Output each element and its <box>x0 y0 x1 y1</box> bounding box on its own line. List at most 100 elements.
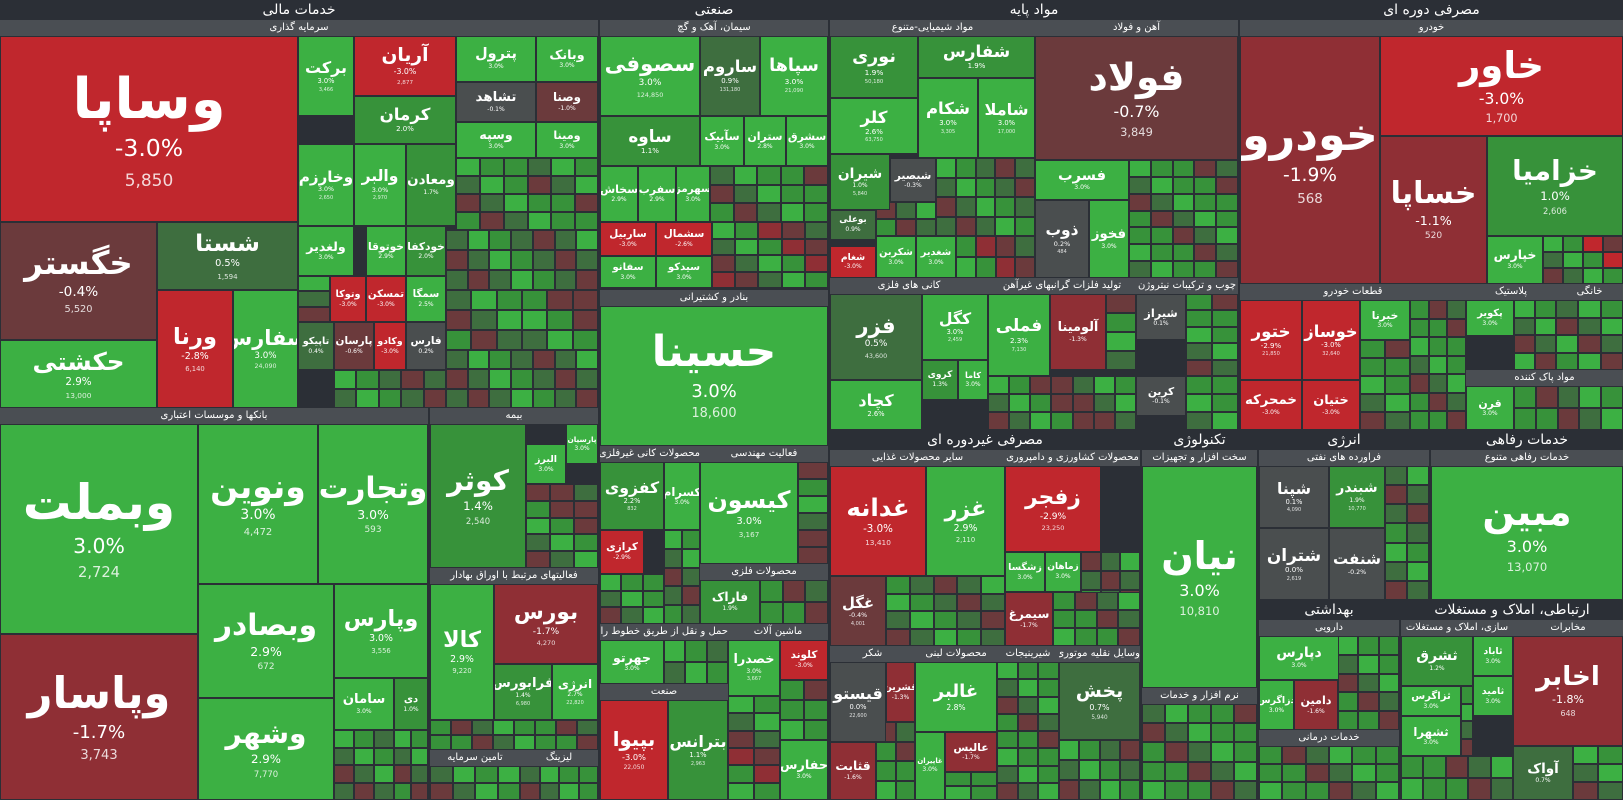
stock-tile-small[interactable] <box>1428 355 1448 375</box>
stock-tile-small[interactable] <box>664 662 686 684</box>
stock-tile[interactable]: ختور -2.9% 21,850 <box>1240 300 1302 380</box>
stock-tile-small[interactable] <box>798 547 828 564</box>
stock-tile-small[interactable] <box>456 194 480 212</box>
stock-tile-small[interactable] <box>1563 268 1583 284</box>
stock-tile-small[interactable] <box>1129 176 1151 194</box>
stock-tile-small[interactable] <box>1194 160 1217 177</box>
stock-tile-small[interactable] <box>504 212 528 230</box>
stock-tile-small[interactable] <box>574 551 598 568</box>
stock-tile[interactable]: حسینا 3.0% 18,600 <box>600 306 828 446</box>
stock-tile-small[interactable] <box>1212 394 1238 412</box>
stock-tile-small[interactable] <box>374 765 394 783</box>
stock-tile-small[interactable] <box>1142 704 1165 724</box>
stock-tile-small[interactable] <box>798 530 828 547</box>
stock-tile-small[interactable] <box>1234 780 1257 800</box>
stock-tile-small[interactable] <box>781 222 805 239</box>
stock-tile-small[interactable] <box>511 250 533 270</box>
stock-tile-small[interactable] <box>1118 628 1140 646</box>
stock-tile-small[interactable] <box>574 534 598 552</box>
stock-tile-small[interactable] <box>1038 696 1059 714</box>
stock-tile[interactable]: حکشتی 2.9% 13,000 <box>0 340 157 408</box>
stock-tile-small[interactable] <box>394 765 411 783</box>
stock-tile-small[interactable] <box>1423 756 1446 778</box>
stock-tile-small[interactable] <box>1543 268 1563 284</box>
stock-tile-small[interactable] <box>1410 337 1429 356</box>
stock-tile-small[interactable] <box>411 747 428 765</box>
stock-tile-small[interactable] <box>975 216 996 236</box>
stock-tile-small[interactable] <box>1216 160 1238 177</box>
stock-tile-small[interactable] <box>804 271 828 288</box>
stock-tile-small[interactable] <box>1556 317 1579 335</box>
stock-tile-small[interactable] <box>394 782 411 800</box>
stock-tile-small[interactable] <box>1578 300 1601 318</box>
stock-tile-small[interactable] <box>1212 310 1238 327</box>
stock-tile-small[interactable] <box>471 290 497 310</box>
stock-tile-small[interactable] <box>1305 764 1329 782</box>
stock-tile-small[interactable] <box>1375 746 1399 764</box>
stock-tile[interactable]: حفارس 3.0% <box>780 740 828 800</box>
stock-tile-small[interactable] <box>955 197 976 217</box>
stock-tile-small[interactable] <box>423 370 446 389</box>
stock-tile[interactable]: انرژی 2.7% 22,820 <box>552 664 598 720</box>
stock-tile-small[interactable] <box>995 236 1016 257</box>
stock-tile-small[interactable] <box>1407 542 1429 562</box>
stock-tile-small[interactable] <box>576 350 598 370</box>
stock-tile-small[interactable] <box>682 530 700 549</box>
stock-tile-small[interactable] <box>1099 780 1120 800</box>
stock-tile-small[interactable] <box>1428 337 1448 356</box>
stock-tile-small[interactable] <box>1578 352 1601 370</box>
stock-tile-small[interactable] <box>1461 686 1473 704</box>
stock-tile-small[interactable] <box>574 158 598 176</box>
stock-tile-small[interactable] <box>1410 374 1429 393</box>
stock-tile[interactable]: وبانک 3.0% <box>536 36 598 82</box>
stock-tile[interactable]: مبین 3.0% 13,070 <box>1431 466 1623 600</box>
stock-tile-small[interactable] <box>489 250 512 270</box>
stock-tile-small[interactable] <box>760 580 783 602</box>
stock-tile-small[interactable] <box>664 548 682 568</box>
stock-tile[interactable]: سشمال -2.6% <box>656 222 712 256</box>
stock-tile[interactable]: نوری 1.9% 50,180 <box>830 36 918 98</box>
stock-tile-small[interactable] <box>1030 376 1052 394</box>
stock-tile-small[interactable] <box>1329 746 1353 764</box>
stock-tile-small[interactable] <box>1360 376 1385 394</box>
stock-tile[interactable]: ساربیل -3.0% <box>600 222 656 256</box>
stock-tile-small[interactable] <box>576 270 598 290</box>
stock-tile-small[interactable] <box>758 222 782 239</box>
stock-tile-small[interactable] <box>1211 723 1234 743</box>
stock-tile-small[interactable] <box>735 271 759 288</box>
stock-tile-small[interactable] <box>1234 704 1257 724</box>
stock-tile-small[interactable] <box>1172 193 1195 211</box>
stock-tile-small[interactable] <box>886 611 910 629</box>
stock-tile-small[interactable] <box>1447 337 1466 356</box>
stock-tile-small[interactable] <box>1038 748 1059 766</box>
stock-tile-small[interactable] <box>780 184 805 204</box>
stock-tile-small[interactable] <box>1445 756 1469 778</box>
stock-tile-small[interactable] <box>1165 723 1188 743</box>
stock-tile-small[interactable] <box>1186 412 1212 430</box>
stock-tile-small[interactable] <box>559 766 579 783</box>
stock-tile-small[interactable] <box>909 611 934 629</box>
stock-tile-small[interactable] <box>1142 723 1165 743</box>
stock-tile-small[interactable] <box>334 747 354 765</box>
stock-tile-small[interactable] <box>1282 782 1306 800</box>
stock-tile-small[interactable] <box>1129 210 1151 228</box>
stock-tile-small[interactable] <box>710 184 734 204</box>
stock-tile-small[interactable] <box>374 782 394 800</box>
stock-tile-small[interactable] <box>576 230 598 250</box>
stock-tile[interactable]: تاپیکو 0.4% <box>298 322 334 370</box>
stock-tile-small[interactable] <box>1401 756 1424 778</box>
stock-tile-small[interactable] <box>514 735 535 750</box>
stock-tile-small[interactable] <box>1093 376 1115 394</box>
stock-tile[interactable]: جهرتو 3.0% <box>600 640 664 684</box>
stock-tile-small[interactable] <box>1142 761 1165 781</box>
stock-tile-small[interactable] <box>600 574 622 591</box>
stock-tile-small[interactable] <box>572 290 598 310</box>
stock-tile-small[interactable] <box>804 700 828 720</box>
stock-tile-small[interactable] <box>504 158 528 176</box>
stock-tile-small[interactable] <box>532 250 555 270</box>
stock-tile-small[interactable] <box>528 212 552 230</box>
stock-tile-small[interactable] <box>1106 351 1136 370</box>
stock-tile-small[interactable] <box>1015 257 1035 278</box>
stock-tile-small[interactable] <box>456 176 480 194</box>
stock-tile[interactable]: شبندر 1.9% 10,770 <box>1329 466 1385 528</box>
